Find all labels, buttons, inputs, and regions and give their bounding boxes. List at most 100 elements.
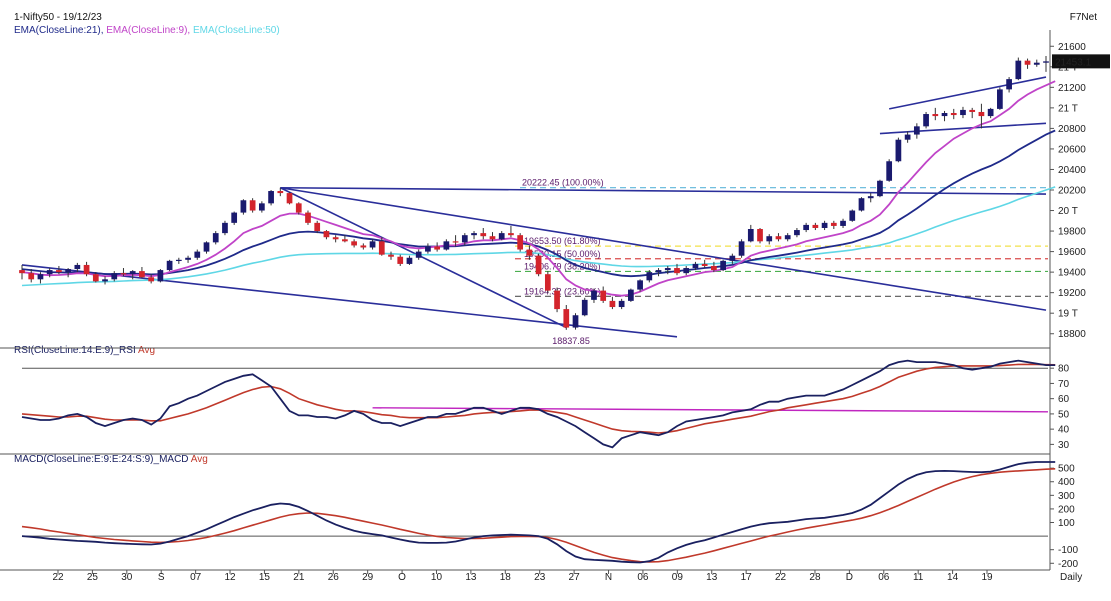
rsi-tick-label: 50 [1058, 409, 1070, 420]
fib-level-label: 19530.15 (50.00%) [524, 249, 601, 259]
candle-body [877, 180, 883, 197]
candle-body [683, 268, 690, 274]
candle-body [231, 212, 238, 223]
candle-body [646, 272, 653, 281]
candle-body [461, 235, 468, 243]
candle-body [591, 290, 597, 300]
x-tick-label: 30 [121, 572, 133, 583]
x-tick-label: 27 [569, 572, 581, 583]
x-tick-label: N [605, 572, 612, 583]
x-tick-label: 17 [741, 572, 753, 583]
candle-body [157, 270, 164, 282]
macd-line [21, 461, 1056, 564]
price-tick-label: 20200 [1058, 186, 1086, 197]
candle-body [314, 222, 321, 232]
candle-body [729, 255, 736, 261]
candle-body [794, 230, 800, 236]
candle-body [111, 273, 118, 280]
candle-body [544, 274, 551, 291]
macd-tick-label: -100 [1058, 545, 1078, 556]
ema21-legend: EMA(CloseLine:21), [14, 25, 104, 36]
candle-body [434, 246, 440, 250]
macd-pane-label: MACD(CloseLine:E:9:E:24:S:9)_MACD Avg [14, 454, 208, 465]
candle-body [941, 113, 948, 117]
candle-body [342, 239, 348, 242]
x-tick-label: 09 [672, 572, 684, 583]
candle-body [572, 315, 579, 328]
candle-body [692, 263, 699, 269]
candle-body [867, 196, 874, 199]
ema50-legend: EMA(CloseLine:50) [192, 25, 280, 36]
candle-body [821, 222, 828, 228]
candle-body [738, 241, 745, 256]
candle-body [139, 271, 145, 278]
fib-level-label: 19164.32 (23.60%) [524, 286, 601, 296]
x-tick-label: 25 [87, 572, 99, 583]
candle-body [812, 224, 819, 228]
trend-line [279, 187, 567, 329]
candle-body [932, 114, 939, 117]
price-tick-label: 21200 [1058, 83, 1086, 94]
x-tick-label: D [846, 572, 853, 583]
candle-body [563, 309, 570, 328]
trend-line [280, 186, 1047, 311]
price-tick-label: 19600 [1058, 247, 1086, 258]
price-tick-label: 19 T [1058, 309, 1078, 320]
candle-body [360, 245, 367, 248]
macd-tick-label: 500 [1058, 464, 1075, 475]
x-tick-label: 19 [981, 572, 993, 583]
x-tick-label: 29 [362, 572, 374, 583]
candle-body [415, 251, 422, 258]
candle-body [664, 268, 671, 271]
candle-body [37, 274, 44, 280]
candle-body [471, 233, 477, 236]
candle-body [120, 273, 127, 275]
macd-tick-label: 200 [1058, 504, 1075, 515]
candle-body [858, 198, 865, 211]
candle-body [443, 241, 450, 250]
candle-body [609, 300, 616, 308]
candle-body [369, 241, 376, 248]
brand-label: F7Net [1069, 12, 1097, 23]
candle-body [323, 231, 330, 238]
price-tick-label: 19200 [1058, 288, 1086, 299]
candle-body [674, 268, 680, 274]
candle-body [830, 222, 837, 226]
x-tick-label: 12 [224, 572, 236, 583]
rsi-label: RSI(CloseLine:14:E:9)_RSI [14, 345, 136, 356]
candle-body [388, 254, 394, 257]
x-tick-label: 15 [259, 572, 271, 583]
candle-body [1024, 60, 1031, 65]
rsi-pane-label: RSI(CloseLine:14:E:9)_RSI Avg [14, 345, 155, 356]
candle-body [701, 263, 708, 266]
trend-line [889, 76, 1047, 110]
candle-body [840, 220, 846, 226]
candle-body [212, 233, 219, 243]
candle-body [655, 270, 662, 273]
candle-body [83, 264, 90, 275]
candle-body [766, 236, 773, 242]
candle-body [886, 161, 893, 181]
candle-body [517, 235, 524, 250]
x-tick-label: 13 [465, 572, 477, 583]
candle-body [378, 241, 385, 255]
candle-body [203, 242, 210, 252]
x-tick-label: O [398, 572, 406, 583]
rsi-tick-label: 80 [1058, 364, 1070, 375]
macd-tick-label: 100 [1058, 518, 1075, 529]
candle-body [711, 265, 717, 271]
last-price-label: 21453.1 [1055, 57, 1092, 68]
x-tick-label: 06 [878, 572, 890, 583]
x-tick-label: 22 [52, 572, 64, 583]
price-tick-label: 20800 [1058, 124, 1086, 135]
candle-body [895, 139, 902, 162]
rsi-tick-label: 40 [1058, 425, 1070, 436]
candle-body [268, 191, 274, 204]
candle-body [554, 290, 560, 310]
macd-label: MACD(CloseLine:E:9:E:24:S:9)_MACD [14, 454, 189, 465]
price-tick-label: 20400 [1058, 165, 1086, 176]
candle-body [960, 109, 966, 116]
candle-body [987, 108, 994, 117]
candle-body [65, 269, 71, 273]
